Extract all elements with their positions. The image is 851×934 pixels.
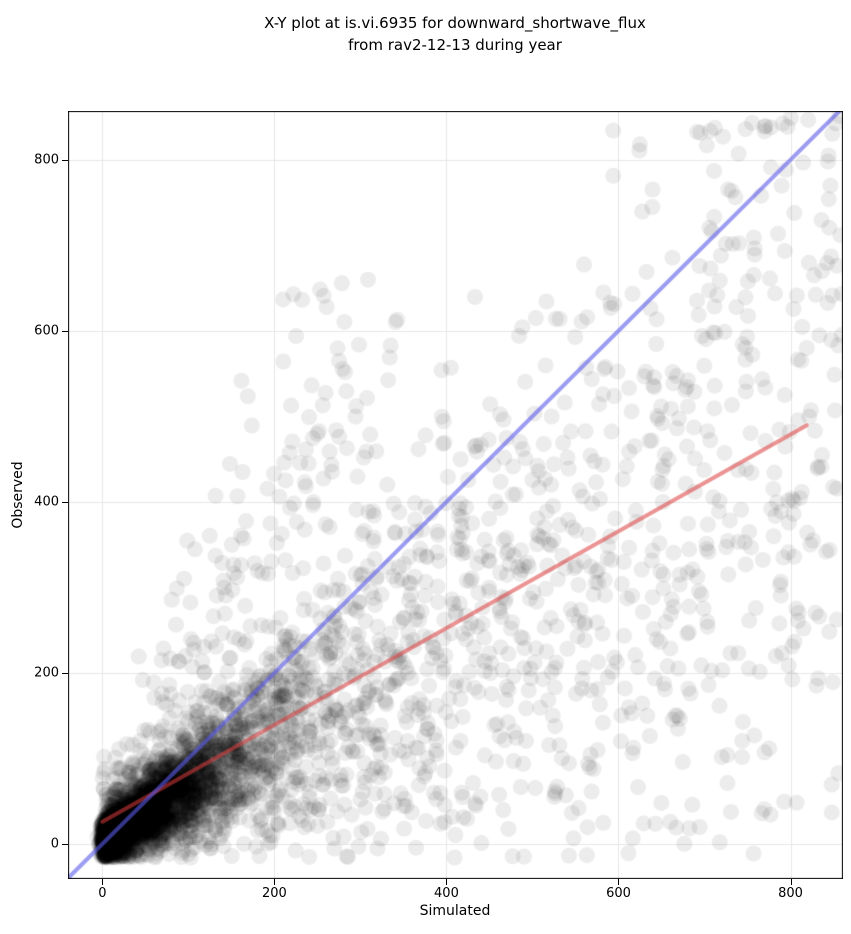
x-tick-label: 0 <box>98 886 107 901</box>
x-tick-mark <box>102 879 104 885</box>
y-tick-label: 200 <box>34 665 59 681</box>
x-tick-label: 600 <box>606 886 631 901</box>
x-tick-mark <box>446 879 448 885</box>
chart-title: X-Y plot at is.vi.6935 for downward_shor… <box>264 12 646 56</box>
chart-title-line1: X-Y plot at is.vi.6935 for downward_shor… <box>264 14 646 32</box>
plot-canvas <box>68 111 843 879</box>
y-tick-label: 600 <box>34 323 59 339</box>
y-tick-mark <box>62 843 68 845</box>
x-tick-label: 800 <box>778 886 803 901</box>
x-tick-mark <box>790 879 792 885</box>
x-tick-mark <box>274 879 276 885</box>
y-tick-label: 400 <box>34 494 59 510</box>
x-tick-mark <box>618 879 620 885</box>
y-tick-mark <box>62 330 68 332</box>
x-tick-label: 400 <box>434 886 459 901</box>
chart-title-line2: from rav2-12-13 during year <box>348 36 562 54</box>
x-axis-label: Simulated <box>419 903 491 919</box>
y-tick-mark <box>62 501 68 503</box>
y-tick-mark <box>62 159 68 161</box>
y-axis-label: Observed <box>10 461 26 529</box>
plot-area <box>68 111 843 879</box>
y-tick-label: 0 <box>50 836 59 852</box>
y-tick-label: 800 <box>34 152 59 168</box>
y-tick-mark <box>62 672 68 674</box>
x-tick-label: 200 <box>262 886 287 901</box>
